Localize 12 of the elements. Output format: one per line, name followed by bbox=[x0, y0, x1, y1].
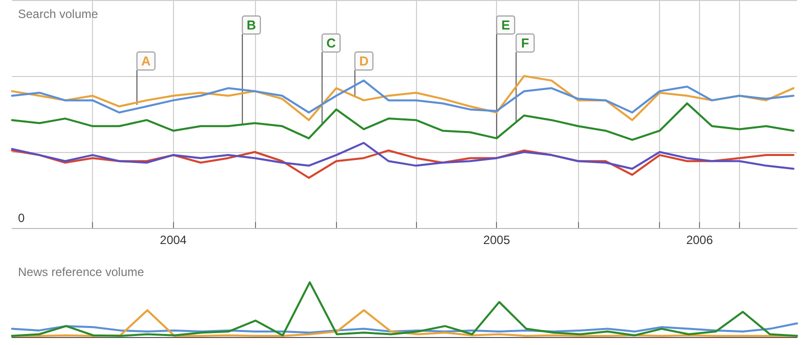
annotation: B bbox=[246, 18, 256, 32]
annotation: D bbox=[359, 54, 369, 68]
y-axis-title: Search volume bbox=[18, 7, 98, 21]
x-tick-label: 2006 bbox=[686, 233, 714, 247]
annotation: 0 bbox=[18, 211, 25, 225]
x-tick-label: 2004 bbox=[160, 233, 187, 247]
x-tick-label: 2005 bbox=[483, 233, 510, 247]
y-axis-title: News reference volume bbox=[18, 265, 144, 279]
annotation: C bbox=[326, 36, 336, 50]
annotation: A bbox=[141, 54, 152, 68]
annotation: E bbox=[501, 18, 510, 32]
annotation: F bbox=[521, 36, 530, 50]
